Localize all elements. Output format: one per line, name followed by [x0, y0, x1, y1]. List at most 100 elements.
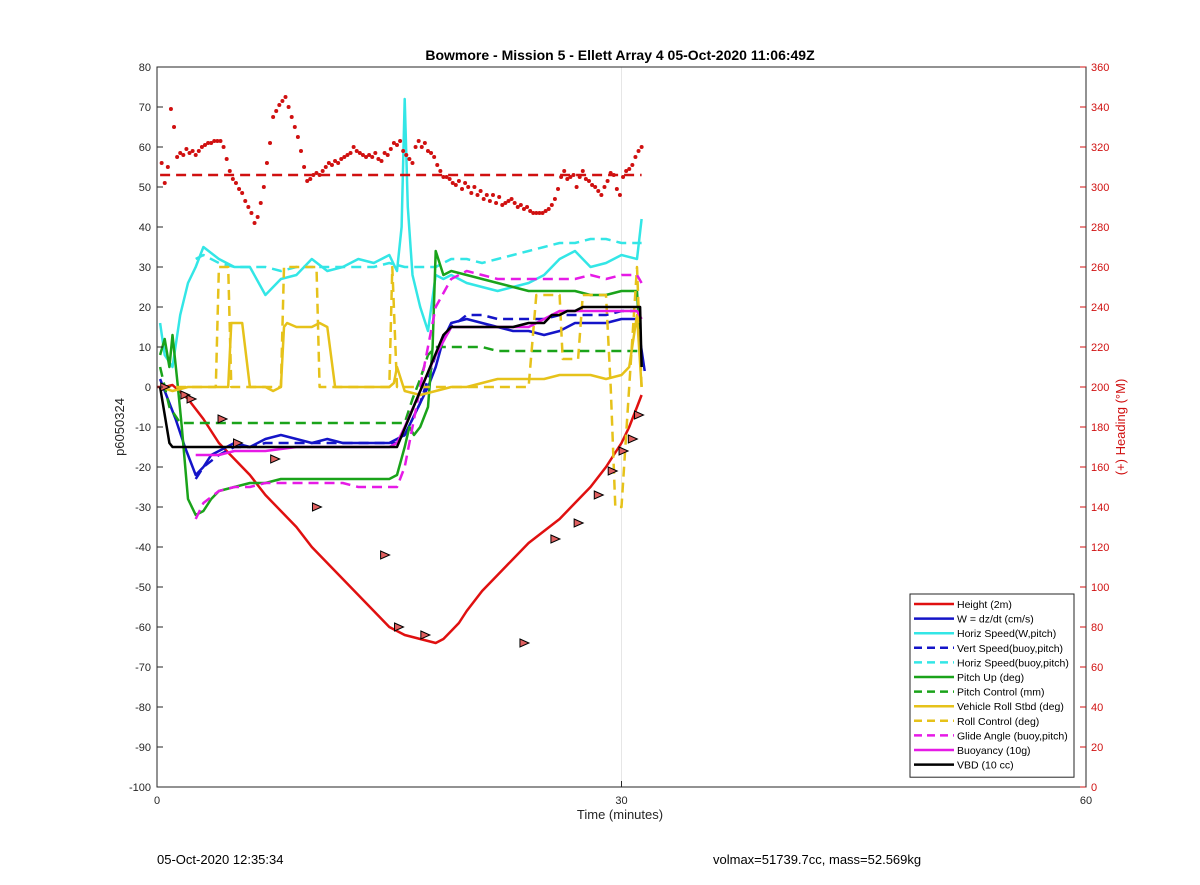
heading-point [577, 175, 582, 179]
heading-point [240, 191, 245, 195]
y-axis-label: p6050324 [112, 398, 127, 456]
heading-point [342, 155, 347, 159]
heading-point [525, 205, 530, 209]
y-tick-label: -30 [135, 502, 151, 514]
y-tick-label: 60 [139, 142, 151, 154]
height-marker [380, 550, 391, 560]
heading-point [199, 145, 204, 149]
heading-point [630, 163, 635, 167]
y-tick-label: -90 [135, 742, 151, 754]
heading-point [209, 141, 214, 145]
heading-point [407, 157, 412, 161]
heading-point [484, 193, 489, 197]
heading-point [224, 157, 229, 161]
y-tick-label: 50 [139, 182, 151, 194]
heading-point [398, 139, 403, 143]
heading-point [531, 211, 536, 215]
y-right-tick-label: 280 [1091, 222, 1109, 234]
heading-point [556, 187, 561, 191]
heading-point [608, 171, 613, 175]
heading-point [360, 153, 365, 157]
height-marker [217, 414, 229, 424]
heading-point [382, 151, 387, 155]
height-marker [394, 622, 405, 632]
heading-point [621, 175, 626, 179]
y-right-tick-label: 180 [1091, 422, 1109, 434]
series-vert-speed-buoy-pitch [194, 309, 643, 480]
heading-point [521, 207, 526, 211]
height-marker [593, 490, 605, 500]
y-tick-label: 40 [139, 222, 151, 234]
y-right-tick-label: 120 [1091, 542, 1109, 554]
y-right-tick-label: 300 [1091, 182, 1109, 194]
legend-box [909, 593, 1075, 778]
axis-layer: -100-90-80-70-60-50-40-30-20-10010203040… [129, 62, 1109, 807]
heading-point [617, 193, 622, 197]
heading-point [565, 177, 570, 181]
heading-point [264, 161, 269, 165]
heading-point [413, 145, 418, 149]
height-marker [270, 454, 281, 464]
heading-point [190, 149, 195, 153]
legend-label: Vert Speed(buoy,pitch) [957, 643, 1063, 655]
heading-point [323, 165, 328, 169]
heading-point [559, 175, 564, 179]
heading-point [218, 139, 223, 143]
y-right-tick-label: 260 [1091, 262, 1109, 274]
heading-point [196, 149, 201, 153]
heading-point [286, 105, 291, 109]
y-tick-label: -80 [135, 702, 151, 714]
heading-point [450, 181, 455, 185]
height-marker [627, 434, 639, 444]
heading-point [506, 199, 511, 203]
heading-point [568, 175, 573, 179]
heading-point [175, 155, 180, 159]
y-right-tick-label: 360 [1091, 62, 1109, 74]
heading-point [435, 163, 440, 167]
heading-point [252, 221, 257, 225]
series-horiz-speed-w-pitch [158, 97, 643, 369]
heading-point [586, 179, 591, 183]
heading-point [633, 155, 638, 159]
heading-point [602, 185, 607, 189]
heading-point [181, 153, 186, 157]
heading-point [528, 209, 533, 213]
heading-point [274, 109, 279, 113]
heading-point [487, 199, 492, 203]
height-marker [186, 394, 198, 404]
heading-point [394, 143, 399, 147]
heading-point [255, 215, 260, 219]
heading-point [515, 205, 520, 209]
heading-point [574, 185, 579, 189]
legend-label: W = dz/dt (cm/s) [957, 614, 1034, 626]
heading-point [571, 173, 576, 177]
height-marker [607, 466, 619, 476]
heading-point [345, 153, 350, 157]
height-marker [618, 446, 630, 456]
marker-layer [160, 382, 645, 648]
heading-point [336, 161, 341, 165]
series-glide-angle-buoy-pitch [194, 269, 643, 520]
heading-point [373, 151, 378, 155]
heading-point [391, 141, 396, 145]
height-marker [180, 390, 192, 400]
y-right-tick-label: 160 [1091, 462, 1109, 474]
heading-point [178, 151, 183, 155]
x-tick-label: 0 [154, 795, 160, 807]
heading-point [599, 193, 604, 197]
heading-point [490, 193, 495, 197]
heading-point [404, 153, 409, 157]
legend-label: Roll Control (deg) [957, 716, 1039, 728]
height-marker [550, 534, 562, 544]
y-right-tick-label: 340 [1091, 102, 1109, 114]
legend-label: Height (2m) [957, 599, 1012, 611]
heading-point [172, 125, 177, 129]
heading-point [202, 143, 207, 147]
series-vbd-10-cc [158, 305, 643, 449]
heading-point [543, 209, 548, 213]
heading-point [583, 177, 588, 181]
heading-point [401, 149, 406, 153]
heading-point [215, 139, 220, 143]
legend-label: Vehicle Roll Stbd (deg) [957, 701, 1064, 713]
heading-point [246, 205, 251, 209]
